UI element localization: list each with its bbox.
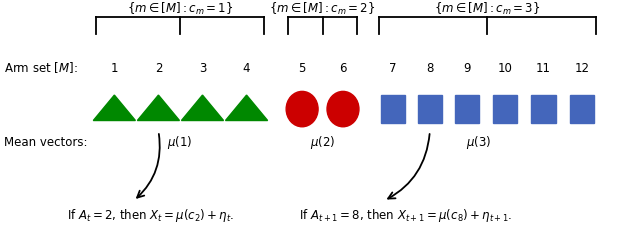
Text: 1: 1 (111, 61, 118, 74)
Text: 8: 8 (426, 61, 433, 74)
Polygon shape (138, 96, 179, 121)
Text: 6: 6 (339, 61, 347, 74)
Bar (531, 95, 556, 124)
Bar (493, 95, 517, 124)
Text: 4: 4 (243, 61, 250, 74)
Bar (381, 95, 405, 124)
Text: 2: 2 (155, 61, 162, 74)
Text: 10: 10 (498, 61, 513, 74)
Text: 3: 3 (199, 61, 206, 74)
Text: If $A_{t+1}=8$, then $X_{t+1}=\mu(c_8)+\eta_{t+1}$.: If $A_{t+1}=8$, then $X_{t+1}=\mu(c_8)+\… (300, 206, 513, 223)
Text: $\mu(1)$: $\mu(1)$ (167, 133, 192, 150)
Text: $\mu(2)$: $\mu(2)$ (310, 133, 335, 150)
Polygon shape (225, 96, 268, 121)
Text: If $A_t=2$, then $X_t=\mu(c_2)+\eta_t$.: If $A_t=2$, then $X_t=\mu(c_2)+\eta_t$. (67, 206, 234, 223)
Text: 12: 12 (574, 61, 589, 74)
Text: 7: 7 (389, 61, 397, 74)
Text: $\{m\in[M]:c_m=3\}$: $\{m\in[M]:c_m=3\}$ (434, 1, 541, 17)
Text: 11: 11 (536, 61, 551, 74)
Polygon shape (93, 96, 136, 121)
Text: Mean vectors:: Mean vectors: (4, 135, 88, 148)
Text: 5: 5 (298, 61, 306, 74)
Bar (455, 95, 479, 124)
Text: Arm set $[M]$:: Arm set $[M]$: (4, 60, 77, 75)
Text: $\mu(3)$: $\mu(3)$ (466, 133, 491, 150)
Ellipse shape (286, 92, 318, 127)
Text: 9: 9 (463, 61, 470, 74)
Ellipse shape (327, 92, 359, 127)
Bar (418, 95, 442, 124)
Text: $\{m\in[M]:c_m=1\}$: $\{m\in[M]:c_m=1\}$ (127, 1, 234, 17)
Polygon shape (181, 96, 223, 121)
Bar (570, 95, 594, 124)
Text: $\{m\in[M]:c_m=2\}$: $\{m\in[M]:c_m=2\}$ (269, 1, 376, 17)
